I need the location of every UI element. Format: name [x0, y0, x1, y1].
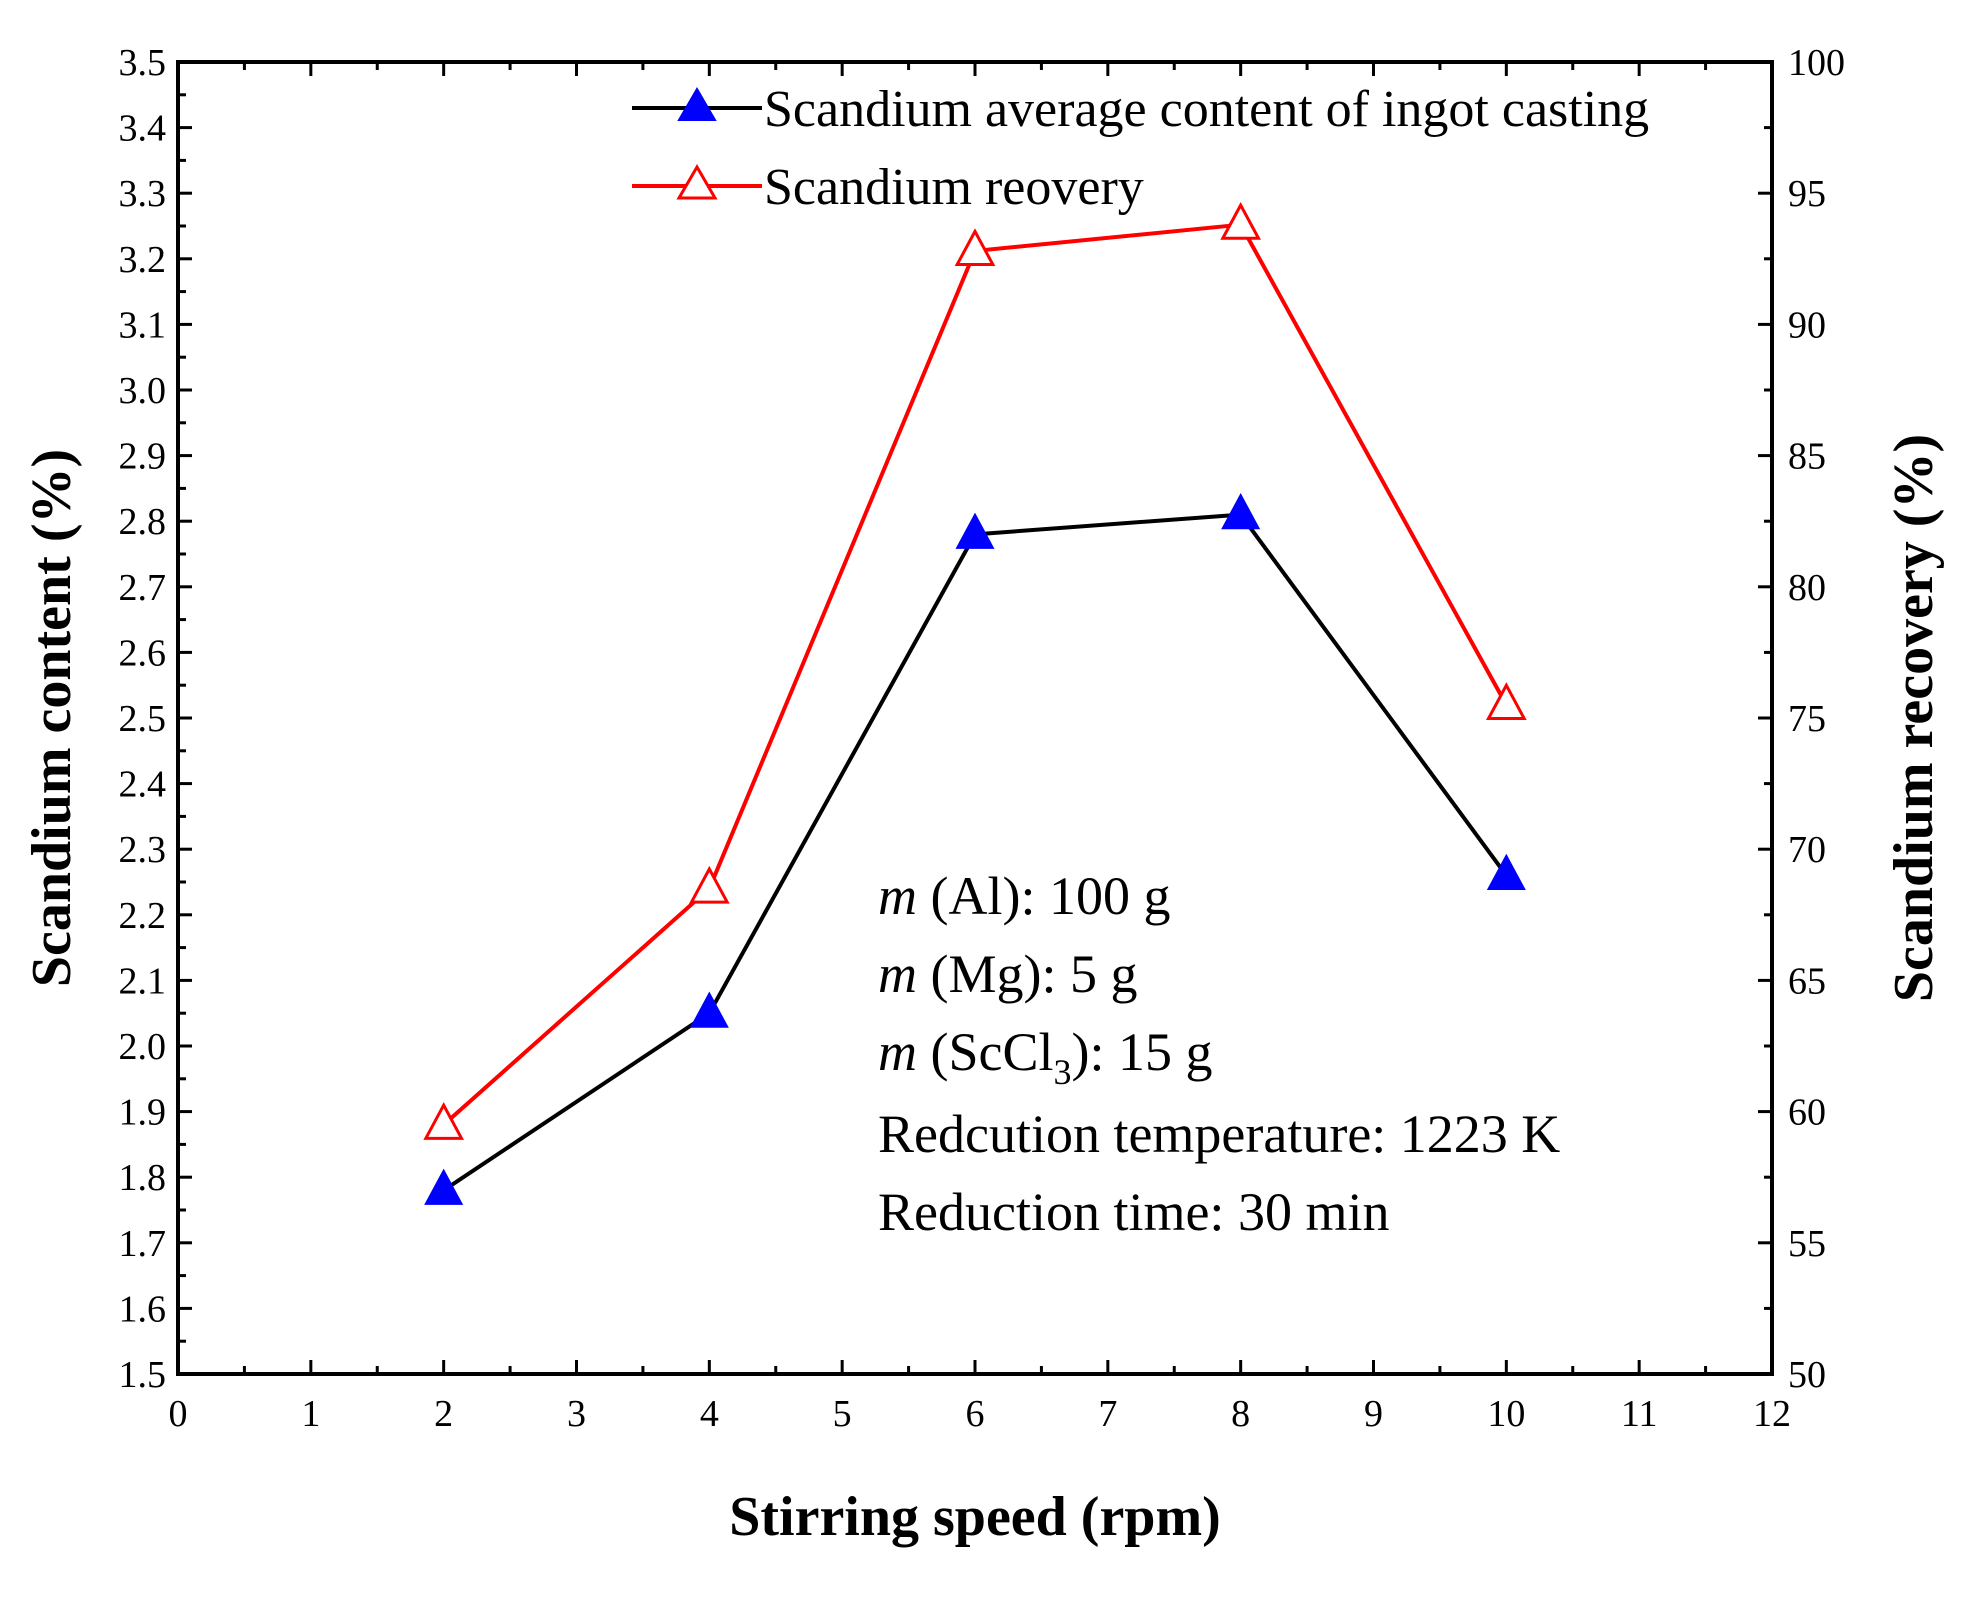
legend-label-content: Scandium average content of ingot castin… [764, 81, 1649, 138]
y-right-tick-label: 75 [1788, 698, 1826, 740]
y-left-tick-label: 2.8 [119, 501, 167, 543]
y-left-tick-label: 2.2 [119, 895, 167, 937]
annotation-m-al-text: (Al): 100 g [917, 866, 1170, 926]
y-right-tick-label: 100 [1788, 42, 1845, 84]
annotation-temperature: Redcution temperature: 1223 K [878, 1104, 1560, 1164]
series-line-0 [442, 512, 1508, 1192]
conditions-annotation: m (Al): 100 g m (Mg): 5 g m (ScCl3): 15 … [878, 866, 1560, 1242]
y-left-tick-label: 3.0 [119, 370, 167, 412]
annotation-m-sccl-italic: m [878, 1022, 917, 1082]
series-0-point [955, 512, 995, 549]
x-tick-label: 6 [966, 1393, 985, 1435]
x-axis-title: Stirring speed (rpm) [729, 1486, 1221, 1548]
y-left-tick-label: 3.5 [119, 42, 167, 84]
y-right-tick-label: 55 [1788, 1223, 1826, 1265]
y-left-tick-label: 3.1 [119, 304, 167, 346]
x-tick-label: 5 [833, 1393, 852, 1435]
y-right-tick-label: 95 [1788, 173, 1826, 215]
y-right-tick-label: 90 [1788, 304, 1826, 346]
legend-marker-content [677, 87, 717, 121]
legend: Scandium average content of ingot castin… [632, 81, 1649, 216]
y-left-axis-title: Scandium content (%) [21, 449, 83, 987]
series-0-point [1486, 853, 1526, 891]
y-left-tick-label: 2.3 [119, 829, 167, 871]
x-tick-label: 0 [169, 1393, 188, 1435]
annotation-time: Reduction time: 30 min [878, 1182, 1389, 1242]
legend-label-recovery: Scandium reovery [764, 159, 1144, 216]
series-0-point [1221, 492, 1261, 530]
series-1-point [1485, 682, 1527, 720]
legend-marker-recovery [676, 164, 718, 200]
y-left-tick-label: 2.9 [119, 436, 167, 478]
annotation-m-sccl-subscript: 3 [1054, 1052, 1072, 1092]
x-tick-label: 2 [434, 1393, 453, 1435]
series-1-point [423, 1102, 465, 1140]
x-tick-label: 8 [1231, 1393, 1250, 1435]
series-1-point [1220, 201, 1262, 240]
y-left-tick-label: 1.9 [119, 1092, 167, 1134]
x-tick-label: 12 [1753, 1393, 1791, 1435]
y-left-tick-label: 1.8 [119, 1157, 167, 1199]
annotation-m-mg: m (Mg): 5 g [878, 944, 1137, 1004]
x-tick-label: 3 [567, 1393, 586, 1435]
y-left-tick-label: 3.2 [119, 239, 167, 281]
annotation-m-al-italic: m [878, 866, 917, 926]
x-tick-label: 1 [301, 1393, 320, 1435]
y-right-tick-label: 80 [1788, 567, 1826, 609]
series-1-point [954, 228, 996, 267]
y-left-tick-label: 3.4 [119, 108, 167, 150]
series-0-point [424, 1168, 464, 1205]
x-tick-label: 7 [1098, 1393, 1117, 1435]
x-tick-label: 10 [1487, 1393, 1525, 1435]
x-tick-label: 11 [1621, 1393, 1658, 1435]
y-right-tick-label: 60 [1788, 1092, 1826, 1134]
y-left-tick-label: 1.6 [119, 1288, 167, 1330]
y-right-tick-label: 70 [1788, 829, 1826, 871]
annotation-m-sccl-before: (ScCl [917, 1022, 1054, 1082]
y-right-tick-label: 65 [1788, 960, 1826, 1002]
annotation-m-mg-italic: m [878, 944, 917, 1004]
y-left-tick-label: 2.6 [119, 632, 167, 674]
y-left-tick-label: 1.7 [119, 1223, 167, 1265]
y-left-tick-label: 3.3 [119, 173, 167, 215]
y-left-tick-label: 1.5 [119, 1354, 167, 1396]
series-1-point [688, 865, 730, 904]
plot-frame [176, 60, 1774, 1376]
series-layer [423, 201, 1527, 1205]
series-0-point [689, 991, 729, 1028]
x-tick-label: 9 [1364, 1393, 1383, 1435]
y-left-tick-label: 2.4 [119, 764, 167, 806]
annotation-m-sccl: m (ScCl3): 15 g [878, 1022, 1213, 1092]
y-right-tick-label: 50 [1788, 1354, 1826, 1396]
y-right-axis-title: Scandium recovery (%) [1883, 434, 1945, 1002]
y-right-tick-label: 85 [1788, 436, 1826, 478]
ticks-layer: 0 1 2 3 4 5 6 7 8 9 10 11 121.51.61.71.81.92.02.12.2… [119, 42, 1846, 1435]
y-left-tick-label: 2.1 [119, 960, 167, 1002]
y-left-tick-label: 2.7 [119, 567, 167, 609]
annotation-m-al: m (Al): 100 g [878, 866, 1170, 926]
annotation-m-mg-text: (Mg): 5 g [917, 944, 1137, 1004]
y-left-tick-label: 2.5 [119, 698, 167, 740]
y-left-tick-label: 2.0 [119, 1026, 167, 1068]
x-tick-label: 4 [700, 1393, 719, 1435]
annotation-m-sccl-after: ): 15 g [1072, 1022, 1213, 1082]
